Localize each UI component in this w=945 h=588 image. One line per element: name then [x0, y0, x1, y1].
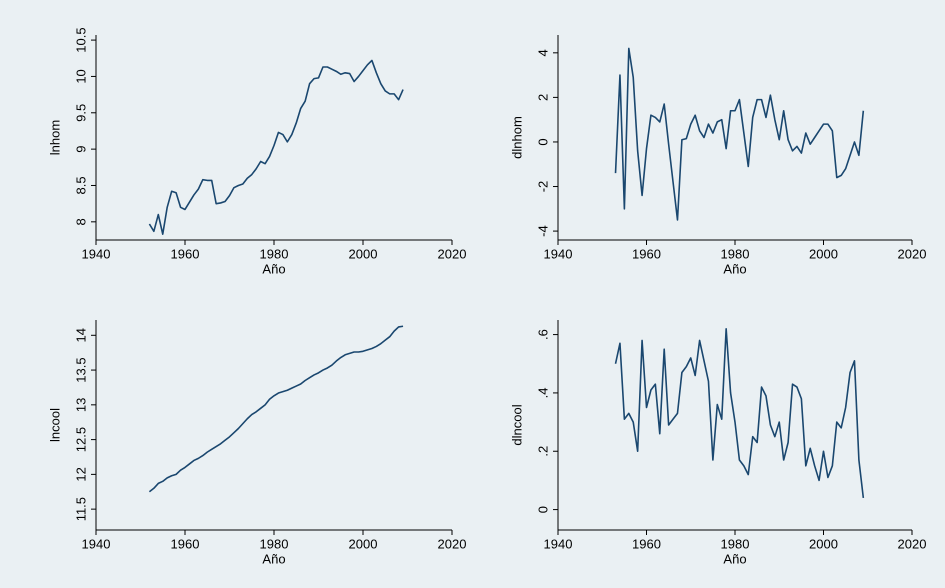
y-tick-label: -2 [535, 181, 550, 193]
y-axis-title: lncool [47, 408, 62, 442]
y-tick-label: 10.5 [73, 27, 88, 52]
y-tick-label: 0 [535, 506, 550, 513]
x-tick-label: 2020 [898, 246, 927, 261]
x-tick-label: 1940 [544, 246, 573, 261]
y-tick-label: 13 [73, 398, 88, 412]
y-axis-title: lnhom [47, 120, 62, 155]
x-tick-label: 1960 [171, 536, 200, 551]
y-axis-title: dlnhom [509, 116, 524, 159]
data-line [148, 325, 404, 493]
x-tick-label: 2000 [809, 246, 838, 261]
y-tick-label: 12 [73, 467, 88, 481]
x-axis-title: Año [723, 261, 746, 276]
y-tick-label: 0 [535, 138, 550, 145]
y-tick-label: 9.5 [73, 104, 88, 122]
x-tick-label: 1980 [721, 246, 750, 261]
data-line [614, 47, 865, 221]
x-tick-label: 1940 [82, 536, 111, 551]
y-tick-label: -4 [535, 225, 550, 237]
data-line [614, 327, 865, 499]
x-tick-label: 1960 [171, 246, 200, 261]
y-tick-label: 4 [535, 49, 550, 56]
x-tick-label: 1940 [544, 536, 573, 551]
y-tick-label: 8 [73, 218, 88, 225]
y-tick-label: 10 [73, 69, 88, 83]
y-tick-label: 2 [535, 94, 550, 101]
x-tick-label: 1940 [82, 246, 111, 261]
y-tick-label: .4 [535, 387, 550, 398]
data-line [148, 59, 404, 235]
x-tick-label: 2020 [438, 246, 467, 261]
x-tick-label: 1980 [721, 536, 750, 551]
y-tick-label: 9 [73, 146, 88, 153]
x-tick-label: 1980 [260, 246, 289, 261]
x-axis-title: Año [262, 261, 285, 276]
x-tick-label: 2000 [349, 246, 378, 261]
y-tick-label: .6 [535, 329, 550, 340]
x-tick-label: 1960 [632, 246, 661, 261]
x-tick-label: 2020 [898, 536, 927, 551]
y-tick-label: 8.5 [73, 176, 88, 194]
y-tick-label: 13.5 [73, 357, 88, 382]
y-tick-label: .2 [535, 446, 550, 457]
x-tick-label: 1960 [632, 536, 661, 551]
y-tick-label: 14 [73, 328, 88, 342]
y-axis-title: dlncool [509, 404, 524, 445]
x-tick-label: 1980 [260, 536, 289, 551]
y-tick-label: 11.5 [73, 497, 88, 521]
x-axis-title: Año [723, 551, 746, 566]
x-tick-label: 2000 [349, 536, 378, 551]
x-tick-label: 2000 [809, 536, 838, 551]
x-axis-title: Año [262, 551, 285, 566]
x-tick-label: 2020 [438, 536, 467, 551]
y-tick-label: 12.5 [73, 427, 88, 452]
